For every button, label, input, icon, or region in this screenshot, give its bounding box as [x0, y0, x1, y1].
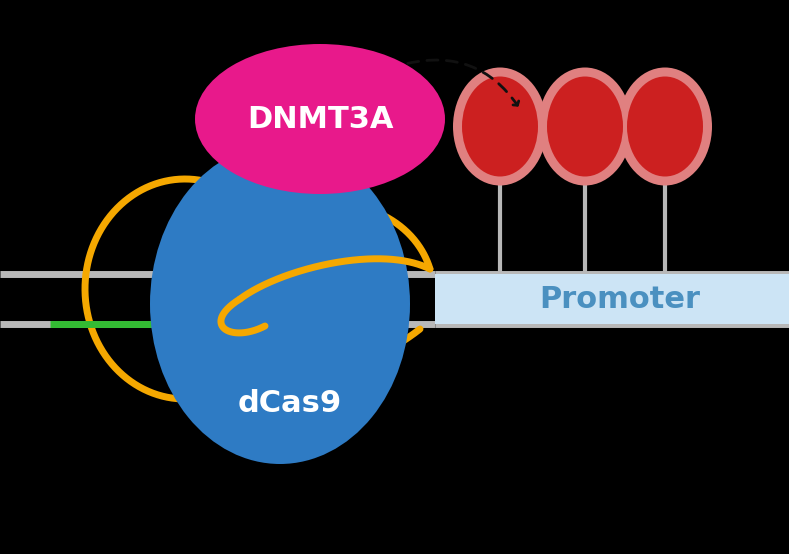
Ellipse shape — [453, 68, 547, 186]
Ellipse shape — [627, 76, 703, 177]
Ellipse shape — [150, 144, 410, 464]
Ellipse shape — [618, 68, 712, 186]
Text: dCas9: dCas9 — [237, 389, 342, 418]
Bar — [435, 274, 789, 324]
Text: Promoter: Promoter — [540, 285, 701, 314]
Ellipse shape — [538, 68, 632, 186]
Ellipse shape — [547, 76, 623, 177]
Ellipse shape — [195, 44, 445, 194]
Text: DNMT3A: DNMT3A — [247, 105, 393, 134]
Ellipse shape — [462, 76, 538, 177]
